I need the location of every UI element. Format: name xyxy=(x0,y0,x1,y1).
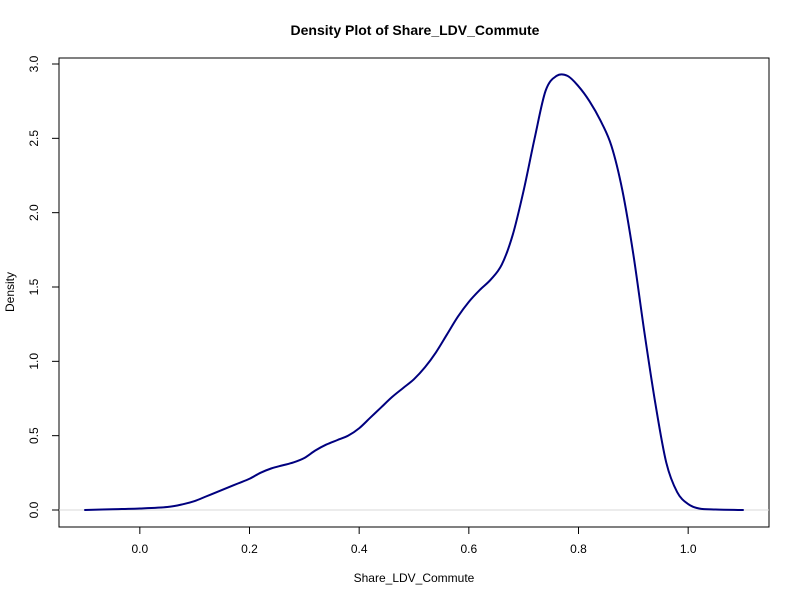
y-tick-label: 2.0 xyxy=(27,204,41,221)
x-axis-label: Share_LDV_Commute xyxy=(354,571,475,585)
x-tick-label: 1.0 xyxy=(680,542,697,556)
y-tick-label: 1.0 xyxy=(27,353,41,370)
y-tick-label: 0.0 xyxy=(27,501,41,518)
y-tick-label: 1.5 xyxy=(27,278,41,295)
y-tick-label: 0.5 xyxy=(27,427,41,444)
y-axis-label: Density xyxy=(3,272,17,312)
y-tick-label: 3.0 xyxy=(27,55,41,72)
density-curve xyxy=(84,73,744,511)
x-tick-label: 0.6 xyxy=(460,542,477,556)
chart-title: Density Plot of Share_LDV_Commute xyxy=(291,22,540,38)
plot-frame xyxy=(58,57,770,528)
x-tick-label: 0.4 xyxy=(351,542,368,556)
y-tick-label: 2.5 xyxy=(27,130,41,147)
x-tick-label: 0.2 xyxy=(241,542,258,556)
x-tick-label: 0.0 xyxy=(131,542,148,556)
x-tick-label: 0.8 xyxy=(570,542,587,556)
